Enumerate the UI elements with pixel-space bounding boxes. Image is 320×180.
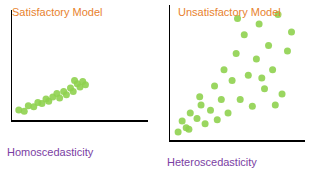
svg-text:Satisfactory Model: Satisfactory Model (12, 6, 102, 18)
svg-text:Unsatisfactory Model: Unsatisfactory Model (178, 6, 281, 18)
svg-text:Heteroscedasticity: Heteroscedasticity (167, 156, 257, 168)
svg-text:Homoscedasticity: Homoscedasticity (7, 146, 94, 158)
